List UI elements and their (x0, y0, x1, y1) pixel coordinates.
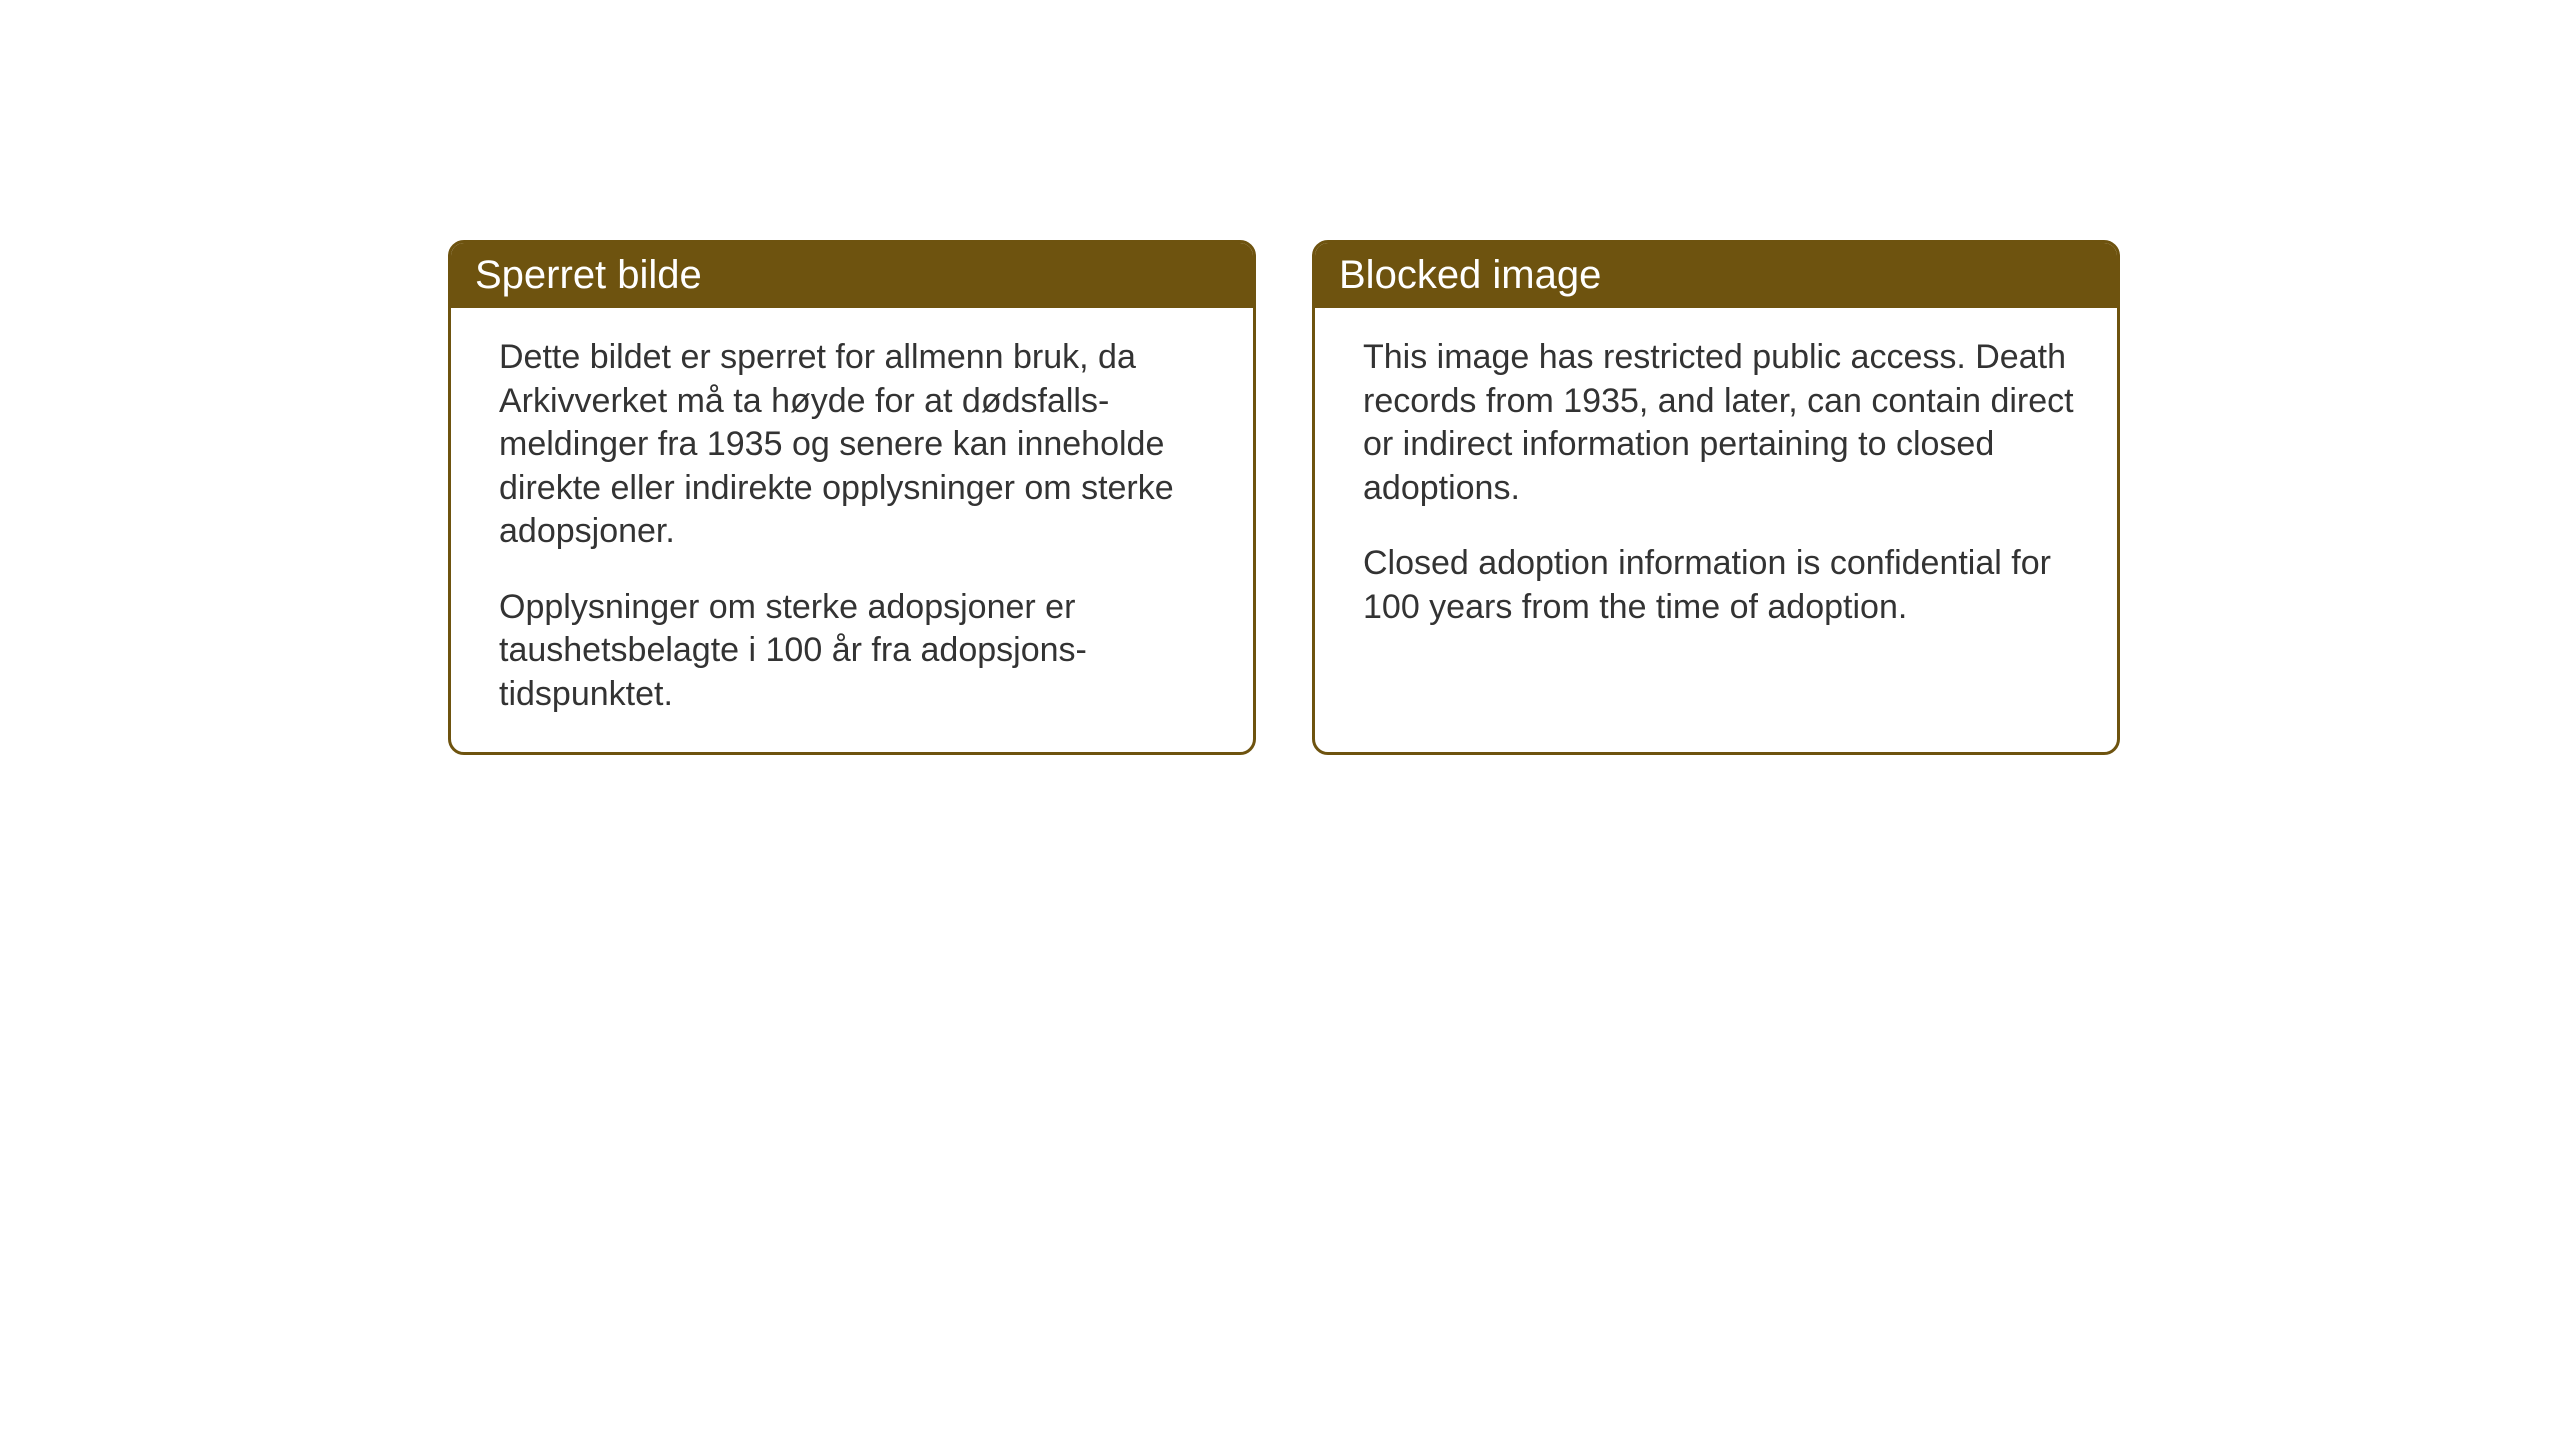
card-title: Blocked image (1339, 253, 1601, 297)
card-header: Blocked image (1315, 243, 2117, 308)
card-title: Sperret bilde (475, 253, 702, 297)
card-paragraph-1: Dette bildet er sperret for allmenn bruk… (499, 336, 1213, 554)
card-body: This image has restricted public access.… (1315, 308, 2117, 665)
card-paragraph-2: Closed adoption information is confident… (1363, 542, 2077, 629)
notice-card-english: Blocked image This image has restricted … (1312, 240, 2120, 755)
card-body: Dette bildet er sperret for allmenn bruk… (451, 308, 1253, 752)
notice-container: Sperret bilde Dette bildet er sperret fo… (448, 240, 2120, 755)
card-header: Sperret bilde (451, 243, 1253, 308)
card-paragraph-1: This image has restricted public access.… (1363, 336, 2077, 510)
notice-card-norwegian: Sperret bilde Dette bildet er sperret fo… (448, 240, 1256, 755)
card-paragraph-2: Opplysninger om sterke adopsjoner er tau… (499, 586, 1213, 717)
